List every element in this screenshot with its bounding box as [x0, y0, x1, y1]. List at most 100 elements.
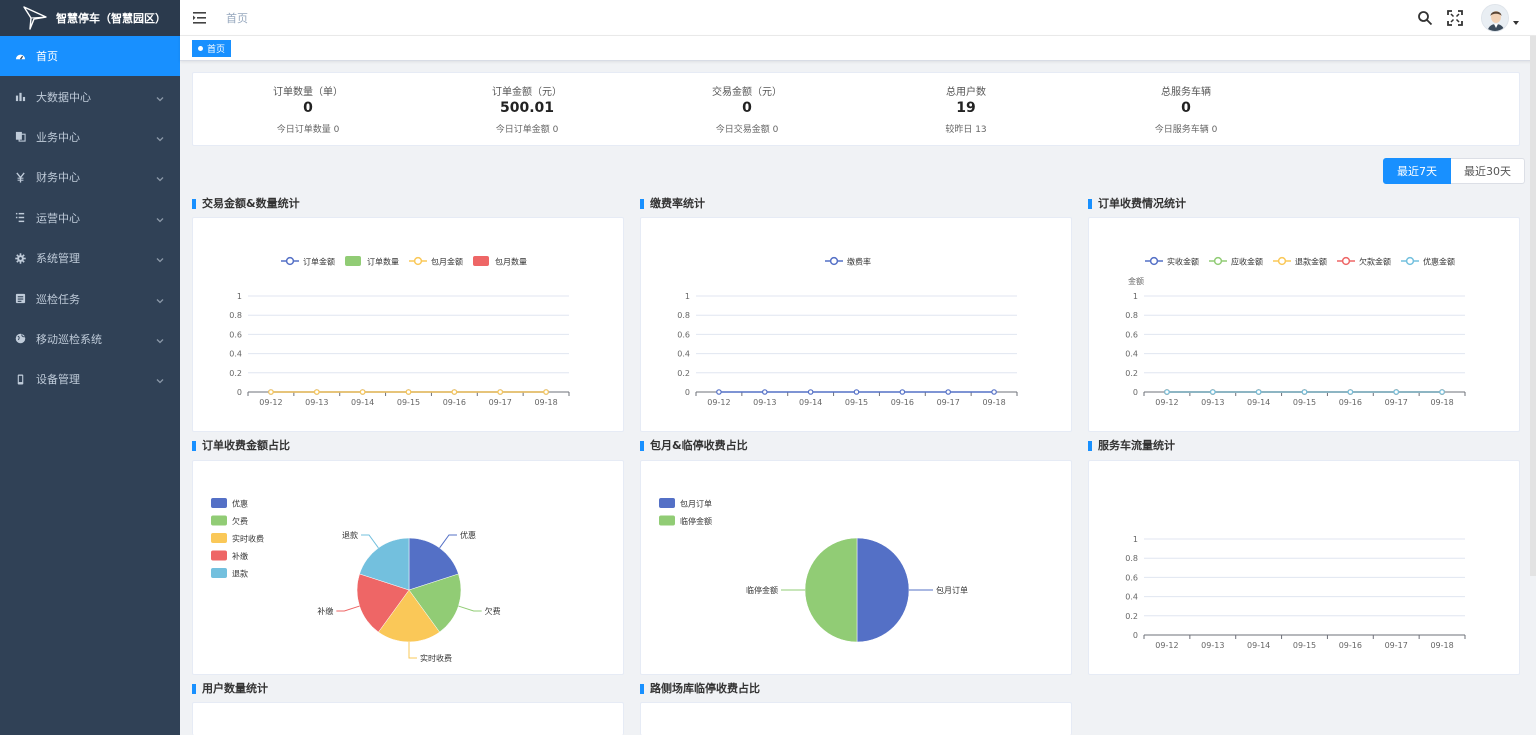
chevron-down-icon: [156, 335, 164, 344]
chevron-down-icon: [156, 214, 164, 223]
stat-value: 0: [303, 100, 313, 116]
y-tick-label: 0.8: [1125, 311, 1138, 320]
x-tick-label: 09-15: [1293, 641, 1316, 650]
pie-label-line: [408, 642, 417, 659]
sidebar-item-label: 首页: [36, 50, 58, 64]
legend-item: 退款: [211, 568, 248, 579]
y-tick-label: 0: [1133, 631, 1138, 640]
legend-label: 订单金额: [303, 257, 335, 267]
stat-sub: 较昨日 13: [945, 125, 987, 135]
pie-label: 实时收费: [420, 653, 452, 663]
sidebar-item-6[interactable]: 巡检任务: [0, 278, 180, 318]
page-scrollbar[interactable]: [1530, 36, 1536, 576]
data-point: [945, 389, 952, 395]
x-tick-label: 09-13: [305, 398, 328, 407]
hamburger-icon[interactable]: [192, 11, 208, 25]
x-tick-label: 09-12: [1155, 398, 1178, 407]
legend-item: 实收金额: [1145, 257, 1199, 267]
stat-label: 总用户数: [946, 87, 986, 98]
avatar-icon: [1482, 5, 1508, 31]
stat-order-amount: 订单金额（元） 500.01 今日订单金额 0: [417, 83, 637, 135]
y-tick-label: 0: [685, 388, 690, 397]
stat-value: 0: [1181, 100, 1191, 116]
caret-down-icon[interactable]: [1512, 19, 1520, 27]
y-tick-label: 1: [685, 292, 690, 301]
data-point: [853, 389, 860, 395]
legend-item: 包月金额: [409, 257, 463, 267]
sidebar-item-0[interactable]: 首页: [0, 36, 180, 77]
logo[interactable]: 智慧停车（智慧园区）: [0, 0, 180, 36]
legend-item: 欠费: [211, 515, 248, 526]
data-point: [268, 389, 274, 395]
x-tick-label: 09-12: [707, 398, 730, 407]
y-tick-label: 0.2: [677, 369, 690, 378]
stat-order-count: 订单数量（单） 0 今日订单数量 0: [198, 83, 418, 135]
y-tick-label: 0.4: [229, 350, 242, 359]
data-point: [899, 389, 906, 395]
last-30-days-button[interactable]: 最近30天: [1451, 158, 1525, 184]
chart-svg: 缴费率 0 0.2 0.4 0.6 0.8 1 09-12 09-13 09-14 09-15 09-…: [677, 257, 1018, 407]
stat-label: 总服务车辆: [1161, 87, 1211, 98]
sidebar-item-1[interactable]: 大数据中心: [0, 76, 180, 116]
sidebar-item-label: 设备管理: [36, 373, 80, 387]
x-tick-label: 09-16: [443, 398, 466, 407]
tag-home[interactable]: 首页: [192, 40, 232, 57]
sidebar-item-3[interactable]: 财务中心: [0, 157, 180, 197]
legend-swatch: [211, 533, 227, 543]
search-icon[interactable]: [1417, 10, 1433, 26]
y-tick-label: 0: [1133, 388, 1138, 397]
legend-item: 实时收费: [211, 533, 264, 544]
sidebar-item-5[interactable]: 系统管理: [0, 238, 180, 278]
last-7-days-button[interactable]: 最近7天: [1383, 158, 1451, 184]
pie-slice: [359, 537, 410, 591]
y-tick-label: 0.6: [1125, 573, 1138, 582]
x-tick-label: 09-12: [259, 398, 282, 407]
sidebar-item-4[interactable]: 运营中心: [0, 198, 180, 238]
chevron-down-icon: [156, 295, 164, 303]
chart-panel-order-fee: 实收金额 应收金额 退款金额 欠款金额 优惠金额 金额 0 0.2 0.4 0.6 0.8 1 09-1…: [1088, 217, 1520, 432]
breadcrumb[interactable]: 首页: [226, 11, 248, 25]
sidebar-item-7[interactable]: 移动巡检系统: [0, 319, 180, 359]
legend-marker: [1277, 256, 1287, 266]
sidebar: 智慧停车（智慧园区） 首页大数据中心 业务中心 财务中心运营中心系统管理 巡检任务移动…: [0, 0, 180, 735]
pie-slice: [856, 537, 910, 643]
pie-label-line: [361, 534, 379, 549]
legend-label: 包月订单: [680, 499, 712, 509]
stat-sub: 今日交易金额 0: [715, 125, 779, 135]
dashboard-icon: [14, 50, 26, 62]
sidebar-item-label: 运营中心: [36, 211, 80, 225]
legend-label: 临停金额: [680, 516, 712, 526]
y-tick-label: 0.6: [1125, 330, 1138, 339]
legend-marker: [1341, 256, 1351, 266]
data-point: [405, 389, 412, 395]
globe-icon: [14, 333, 26, 345]
legend-marker: [1149, 256, 1159, 266]
legend-label: 优惠金额: [1423, 257, 1455, 267]
legend-label: 欠款金额: [1359, 257, 1391, 267]
chevron-down-icon: [156, 173, 164, 182]
fullscreen-icon[interactable]: [1447, 10, 1463, 26]
chart-svg: 订单金额 订单数量 包月金额 包月数量 0 0.2 0.4 0.6 0.8 1 09-12 09-13…: [229, 256, 570, 407]
x-tick-label: 09-16: [1339, 398, 1362, 407]
sidebar-item-label: 移动巡检系统: [36, 332, 102, 346]
section-title-trade: 交易金额&数量统计: [192, 197, 300, 211]
legend-swatch: [211, 550, 227, 561]
data-point: [313, 389, 320, 395]
x-tick-label: 09-18: [1430, 641, 1453, 650]
bar-chart-icon: [14, 91, 26, 103]
legend-label: 实时收费: [232, 534, 264, 544]
x-tick-label: 09-18: [1430, 398, 1453, 407]
chart-panel-users: [192, 702, 624, 735]
sidebar-item-2[interactable]: 业务中心: [0, 117, 180, 157]
logo-bird-icon: [23, 6, 47, 30]
stat-label: 交易金额（元）: [712, 87, 782, 98]
sidebar-item-8[interactable]: 设备管理: [0, 359, 180, 399]
legend-swatch: [211, 515, 227, 526]
pie-label-line: [336, 605, 360, 612]
data-point: [807, 389, 814, 395]
avatar[interactable]: [1481, 4, 1509, 32]
chart-panel-trade: 订单金额 订单数量 包月金额 包月数量 0 0.2 0.4 0.6 0.8 1 09-12 09-13…: [192, 217, 624, 432]
pie-label-line: [439, 534, 457, 549]
navbar-right: [1403, 0, 1520, 36]
legend-marker: [285, 256, 295, 266]
